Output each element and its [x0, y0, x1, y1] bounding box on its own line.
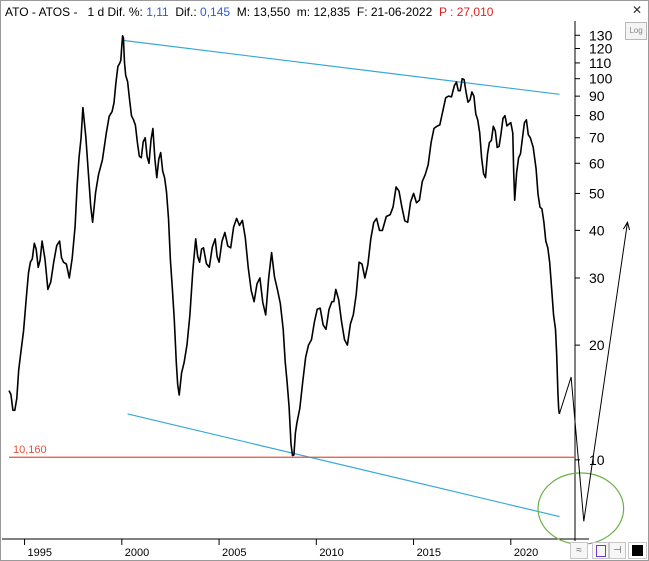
quote-header: ATO - ATOS - 1 d Dif. %: 1,11 Dif.: 0,14… — [5, 4, 493, 20]
channel-line — [123, 39, 560, 95]
dif-pct-label: Dif. %: — [107, 5, 143, 19]
projection-line — [558, 222, 628, 522]
x-tick-label: 2015 — [417, 547, 441, 559]
y-tick-label: 100 — [589, 71, 613, 87]
price-value: 27,010 — [456, 5, 494, 19]
symbol-label: ATO - ATOS - — [5, 5, 78, 19]
max-label: M: — [236, 5, 251, 19]
x-tick-label: 2020 — [514, 547, 538, 559]
interval-label: 1 d — [87, 5, 105, 19]
y-tick-label: 20 — [589, 337, 605, 353]
y-tick-label: 80 — [589, 108, 605, 124]
x-tick-label: 1995 — [28, 547, 52, 559]
close-icon[interactable]: ✕ — [631, 3, 643, 17]
y-tick-label: 70 — [589, 130, 605, 146]
dif-pct-value: 1,11 — [146, 5, 169, 19]
annotations: 10,160 — [9, 39, 625, 545]
price-line — [8, 34, 561, 457]
support-label: 10,160 — [13, 444, 47, 456]
y-tick-label: 130 — [589, 27, 613, 43]
y-tick-label: 60 — [589, 155, 605, 171]
dif-value: 0,145 — [200, 5, 231, 19]
y-tick-label: 30 — [589, 270, 605, 286]
save-button[interactable] — [592, 542, 609, 559]
x-tick-label: 2010 — [319, 547, 343, 559]
price-label: P : — [438, 5, 454, 19]
y-tick-label: 90 — [589, 88, 605, 104]
y-tick-label: 10 — [589, 452, 605, 468]
x-tick-label: 2000 — [125, 547, 149, 559]
series — [8, 34, 631, 522]
projection-arrowhead — [622, 221, 631, 231]
y-tick-label: 40 — [589, 222, 605, 238]
min-value: 12,835 — [313, 5, 351, 19]
y-tick-label: 50 — [589, 185, 605, 201]
channel-line — [127, 413, 560, 518]
date-label: F: — [356, 5, 368, 19]
scroll-icon[interactable]: ≈ — [570, 542, 588, 559]
max-value: 13,550 — [253, 5, 291, 19]
dif-label: Dif.: — [175, 5, 197, 19]
color-swatch-icon — [632, 545, 643, 556]
floppy-icon — [596, 545, 606, 557]
date-value: 21-06-2022 — [370, 5, 433, 19]
y-tick-label: 110 — [589, 55, 612, 71]
pin-button[interactable]: ⊣ — [609, 542, 626, 559]
log-scale-button[interactable]: Log — [625, 22, 647, 40]
min-label: m: — [296, 5, 311, 19]
color-button[interactable] — [628, 542, 647, 559]
x-tick-label: 2005 — [222, 547, 246, 559]
y-tick-label: 120 — [589, 41, 613, 57]
